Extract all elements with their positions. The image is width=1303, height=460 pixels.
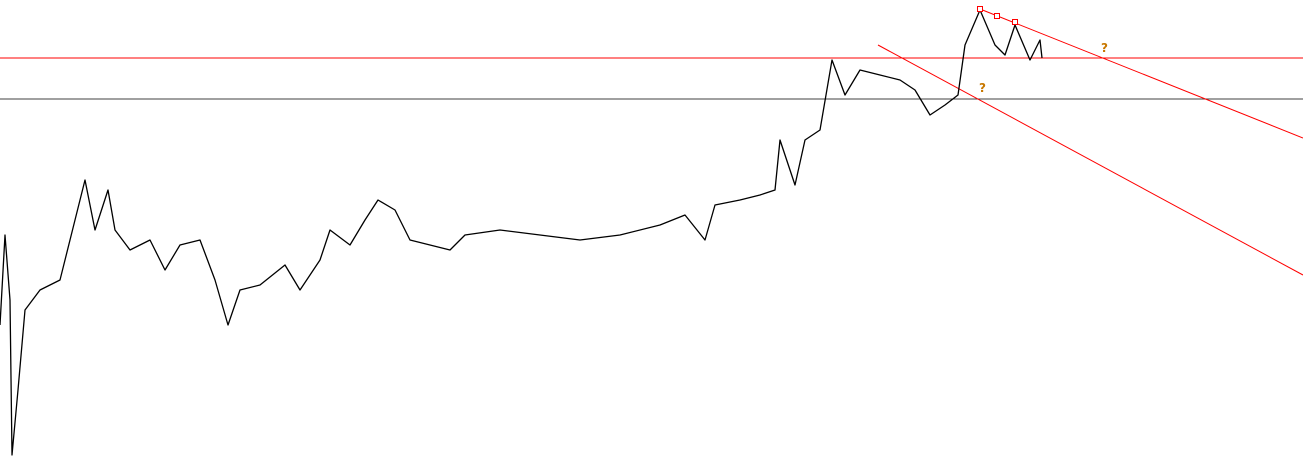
trend-line-1: [877, 44, 1303, 276]
price-series-line: [0, 9, 1043, 456]
anchor-marker-0: [977, 6, 983, 12]
question-annotation: ?: [1101, 41, 1108, 55]
question-annotation: ?: [979, 81, 986, 95]
anchor-marker-1: [994, 13, 1000, 19]
trend-line-0: [979, 8, 1303, 139]
anchor-marker-2: [1012, 19, 1018, 25]
